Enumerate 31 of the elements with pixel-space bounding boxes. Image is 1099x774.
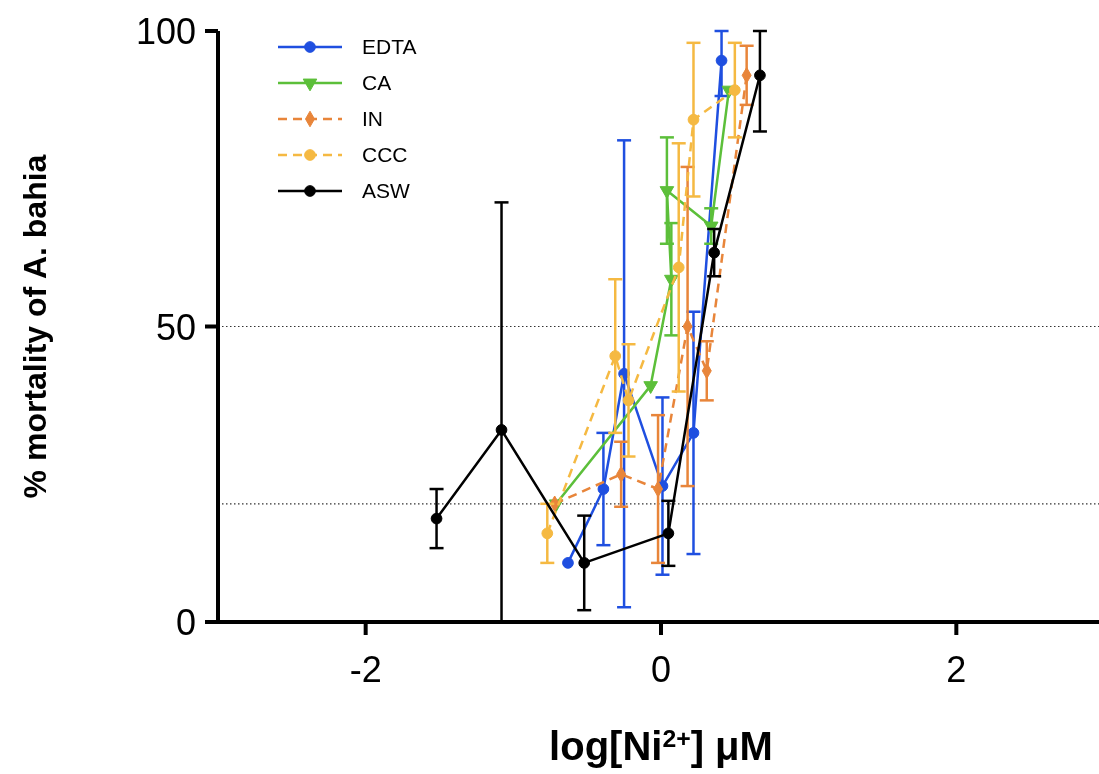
- x-tick-label: -2: [349, 649, 382, 690]
- point: [578, 557, 591, 569]
- point: [687, 113, 700, 126]
- point: [622, 394, 635, 407]
- point: [659, 186, 675, 199]
- point: [597, 483, 610, 495]
- point: [562, 557, 574, 569]
- point: [541, 527, 554, 540]
- point: [609, 350, 622, 362]
- point: [643, 381, 658, 394]
- y-tick-label: 100: [135, 11, 196, 52]
- legend-label: CA: [362, 71, 392, 94]
- x-tick-label: 2: [946, 649, 967, 690]
- point: [708, 246, 721, 259]
- y-tick-label: 0: [175, 602, 196, 643]
- legend-label: CCC: [362, 143, 408, 166]
- legend-label: IN: [362, 107, 383, 130]
- point: [430, 512, 443, 525]
- point: [687, 427, 700, 439]
- point: [495, 424, 508, 436]
- legend-label: EDTA: [362, 35, 417, 58]
- x-tick-label: 0: [650, 649, 672, 690]
- point: [662, 527, 675, 540]
- legend-label: ASW: [362, 179, 411, 202]
- y-tick-label: 50: [155, 306, 196, 348]
- point: [728, 84, 741, 96]
- point: [754, 69, 766, 82]
- point: [715, 54, 728, 67]
- y-axis-title: % mortality of A. bahia: [17, 154, 53, 499]
- x-axis-title: log[Ni$^{2+}$] μM: [549, 724, 773, 768]
- point: [672, 261, 685, 274]
